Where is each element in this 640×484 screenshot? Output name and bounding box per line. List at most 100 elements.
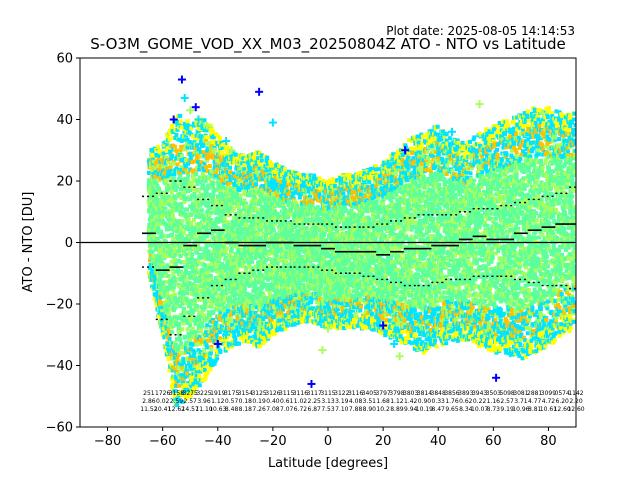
scatter-point [206,216,211,221]
scatter-point [242,163,247,168]
scatter-point [247,212,251,216]
scatter-point [202,290,207,295]
scatter-point [223,268,228,273]
scatter-point [176,372,180,377]
scatter-point [171,365,176,370]
scatter-point [202,250,207,255]
scatter-point [262,206,267,211]
scatter-point [259,220,264,225]
scatter-point [168,131,173,135]
scatter-point [188,167,193,172]
scatter-point [188,353,193,358]
scatter-point [224,225,229,230]
scatter-point [167,202,172,207]
scatter-point [208,174,213,179]
scatter-point [221,247,226,252]
scatter-point [191,360,196,365]
scatter-point [261,281,266,286]
scatter-point [215,350,220,355]
scatter-point [163,140,168,145]
scatter-point [186,387,191,392]
scatter-point [260,184,265,189]
scatter-point [229,248,234,253]
scatter-point [164,132,169,137]
scatter-point [193,274,197,278]
scatter-point [184,396,189,401]
scatter-point [232,288,237,293]
scatter-point [189,375,194,380]
scatter-point [251,297,256,302]
scatter-point [240,247,245,252]
scatter-point [199,317,204,322]
scatter-point [224,327,229,332]
scatter-point [195,380,200,384]
scatter-point [179,157,184,162]
scatter-point [218,336,223,341]
scatter-point [189,126,194,131]
scatter-point [189,385,194,390]
scatter-point [244,272,249,276]
scatter-point [231,299,236,304]
scatter-point [201,356,206,361]
scatter-point [182,190,187,194]
scatter-point [179,195,184,200]
scatter-point [156,226,161,231]
scatter-point [180,177,185,182]
scatter-point [160,323,165,328]
scatter-point [246,304,251,309]
scatter-point [233,338,238,343]
scatter-point [237,341,241,346]
scatter-point [189,256,194,261]
scatter-point [194,260,199,264]
scatter-point [194,266,199,271]
scatter-point [197,383,202,388]
scatter-point [170,377,175,382]
scatter-point [167,312,171,317]
scatter-point [198,239,203,244]
scatter-point [219,215,223,220]
scatter-point [243,320,248,325]
scatter-point [242,287,247,292]
scatter-point [229,317,234,322]
scatter-point [251,245,256,250]
scatter-point [225,220,230,225]
scatter-point [242,167,247,172]
scatter-point [175,229,180,234]
scatter-point [252,342,257,347]
scatter-point [207,290,212,295]
scatter-point [233,158,238,163]
scatter-point [147,266,152,271]
scatter-point [188,250,193,255]
scatter-point [176,316,181,321]
scatter-point [249,248,254,253]
scatter-point [249,181,254,186]
scatter-point [200,221,205,225]
scatter-point [169,316,174,321]
scatter-point [170,124,175,129]
scatter-point [182,245,187,249]
scatter-point [155,230,160,235]
scatter-point [237,205,241,210]
scatter-point [219,295,223,300]
scatter-point [173,305,178,310]
scatter-point [251,213,256,218]
scatter-point [203,264,208,269]
scatter-point [243,268,248,273]
scatter-point [248,274,253,279]
scatter-point [162,302,167,307]
scatter-point [170,368,175,373]
scatter-point [246,279,251,284]
scatter-point [252,166,257,171]
scatter-point [203,305,208,310]
scatter-point [254,339,259,344]
scatter-point [243,202,248,206]
scatter-point [213,221,218,226]
scatter-point [219,191,223,196]
scatter-point [206,124,211,129]
scatter-point [181,385,186,390]
scatter-point [202,280,206,284]
scatter-point [183,310,188,315]
scatter-point [163,300,168,305]
scatter-point [193,204,197,209]
scatter-point [233,182,238,187]
